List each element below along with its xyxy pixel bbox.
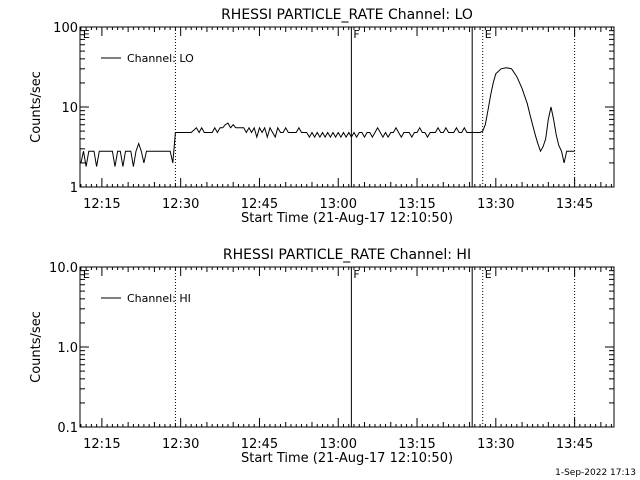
x-tick-label: 12:45	[241, 197, 278, 212]
y-tick-label: 1	[70, 181, 78, 196]
plot-frame	[79, 266, 615, 428]
x-axis-label: Start Time (21-Aug-17 12:10:50)	[241, 211, 453, 226]
x-tick-label: 13:30	[477, 197, 514, 212]
event-marker-label: E	[485, 28, 492, 41]
chart-title: RHESSI PARTICLE_RATE Channel: LO	[221, 7, 473, 23]
x-axis-label: Start Time (21-Aug-17 12:10:50)	[241, 451, 453, 466]
chart-panel-2: RHESSI PARTICLE_RATE Channel: HI 0.1 1.0 10…	[29, 247, 615, 466]
y-axis-label: Counts/sec	[29, 71, 44, 143]
x-tick-label: 13:45	[556, 197, 593, 212]
x-tick-label: 12:45	[241, 437, 278, 452]
x-tick-label: 13:15	[398, 437, 435, 452]
chart-title: RHESSI PARTICLE_RATE Channel: HI	[223, 247, 471, 263]
chart-panel-1: RHESSI PARTICLE_RATE Channel: LO 1 10 100 12…	[29, 7, 615, 226]
x-tick-label: 12:15	[83, 197, 120, 212]
x-tick-label: 12:15	[83, 437, 120, 452]
plot-frame	[79, 26, 615, 188]
y-axis-label: Counts/sec	[29, 311, 44, 383]
legend-label: Channel: HI	[127, 292, 191, 305]
y-tick-label: 100	[53, 21, 78, 36]
x-tick-label: 13:15	[398, 197, 435, 212]
x-tick-label: 13:30	[477, 437, 514, 452]
x-tick-label: 13:00	[320, 437, 357, 452]
plot-timestamp: 1-Sep-2022 17:13	[555, 468, 636, 478]
legend-label: Channel: LO	[127, 52, 194, 65]
event-marker-label: E	[83, 28, 90, 41]
series-line-1	[80, 67, 575, 167]
y-tick-label: 10	[61, 101, 78, 116]
event-marker-label: E	[83, 268, 90, 281]
y-tick-label: 1.0	[57, 341, 78, 356]
x-tick-label: 12:30	[162, 437, 199, 452]
y-tick-label: 10.0	[49, 261, 78, 276]
event-marker-label: E	[485, 268, 492, 281]
event-marker-label: F	[353, 28, 359, 41]
y-tick-label: 0.1	[57, 421, 78, 436]
x-tick-label: 13:00	[320, 197, 357, 212]
x-tick-label: 12:30	[162, 197, 199, 212]
event-marker-label: F	[353, 268, 359, 281]
x-tick-label: 13:45	[556, 437, 593, 452]
